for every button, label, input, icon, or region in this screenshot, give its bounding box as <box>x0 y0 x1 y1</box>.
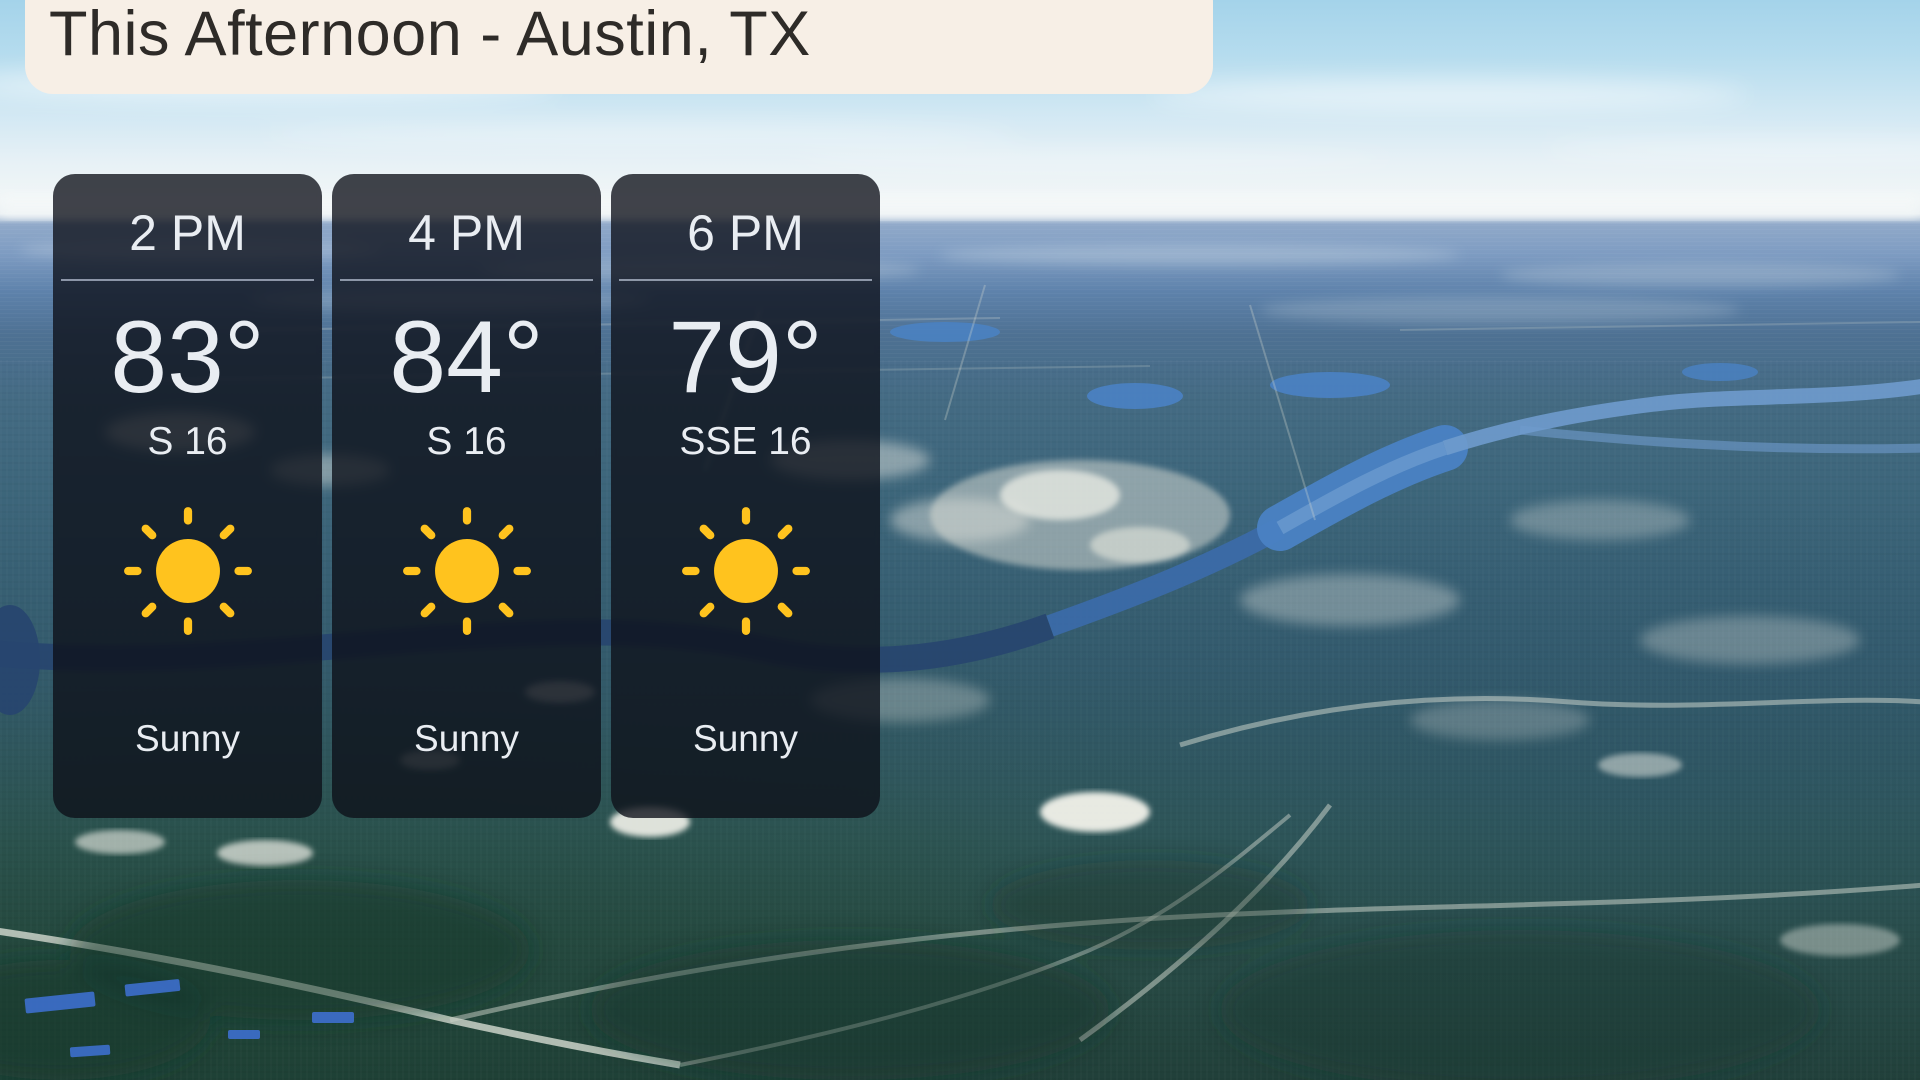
condition-label: Sunny <box>135 718 240 759</box>
temperature: 83° <box>110 300 265 414</box>
divider <box>340 279 593 281</box>
forecast-card-2pm: 2 PM 83° S 16 Sunny <box>53 174 322 818</box>
forecast-card-6pm: 6 PM 79° SSE 16 Sunny <box>611 174 880 818</box>
divider <box>61 279 314 281</box>
condition-label: Sunny <box>414 718 519 759</box>
forecast-card-4pm: 4 PM 84° S 16 Sunny <box>332 174 601 818</box>
forecast-time: 6 PM <box>687 205 804 261</box>
temperature: 79° <box>668 300 823 414</box>
page-title-text: This Afternoon - Austin, TX <box>49 0 811 69</box>
sun-icon <box>332 505 601 637</box>
wind-speed: S 16 <box>426 420 507 463</box>
forecast-time: 2 PM <box>129 205 246 261</box>
divider <box>619 279 872 281</box>
vegetation <box>0 860 1820 1080</box>
sun-icon <box>611 505 880 637</box>
page-title: This Afternoon - Austin, TX <box>25 0 1213 94</box>
wind-speed: S 16 <box>147 420 228 463</box>
condition-label: Sunny <box>693 718 798 759</box>
temperature: 84° <box>389 300 544 414</box>
sun-icon <box>53 505 322 637</box>
blue-roof-buildings <box>24 979 354 1058</box>
wind-speed: SSE 16 <box>679 420 812 463</box>
forecast-time: 4 PM <box>408 205 525 261</box>
downtown-cluster <box>930 460 1230 570</box>
